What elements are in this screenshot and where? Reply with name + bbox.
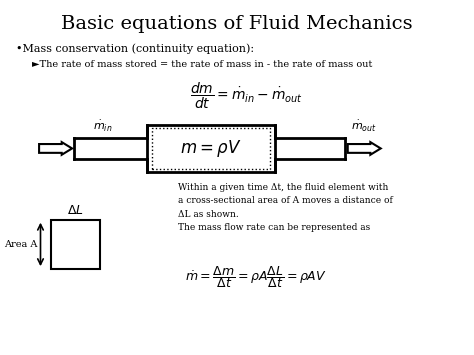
Bar [152,128,271,169]
Text: $\dot{m}_{in}$: $\dot{m}_{in}$ [93,119,112,134]
Text: •Mass conservation (continuity equation):: •Mass conservation (continuity equation)… [16,44,254,54]
Text: $\dot{m} = \dfrac{\Delta m}{\Delta t} = \rho A\dfrac{\Delta L}{\Delta t} = \rho : $\dot{m} = \dfrac{\Delta m}{\Delta t} = … [185,264,327,290]
Text: The mass flow rate can be represented as: The mass flow rate can be represented as [178,223,370,232]
FancyArrow shape [348,142,381,155]
Text: Area A: Area A [4,240,37,249]
Text: $\Delta L$: $\Delta L$ [67,204,84,217]
Text: Within a given time Δt, the fluid element with: Within a given time Δt, the fluid elemen… [178,183,389,192]
Text: $\dfrac{dm}{dt} = \dot{m}_{in} - \dot{m}_{out}$: $\dfrac{dm}{dt} = \dot{m}_{in} - \dot{m}… [190,81,303,111]
Text: $\dot{m}_{out}$: $\dot{m}_{out}$ [351,119,377,134]
FancyArrow shape [39,142,72,155]
Bar [147,125,275,172]
Text: ►The rate of mass stored = the rate of mass in - the rate of mass out: ►The rate of mass stored = the rate of m… [32,60,373,69]
Bar [51,220,100,269]
Text: ΔL as shown.: ΔL as shown. [178,209,239,219]
Text: $m = \rho V$: $m = \rho V$ [180,138,242,159]
Text: Basic equations of Fluid Mechanics: Basic equations of Fluid Mechanics [61,16,413,33]
Text: a cross-sectional area of A moves a distance of: a cross-sectional area of A moves a dist… [178,196,393,205]
